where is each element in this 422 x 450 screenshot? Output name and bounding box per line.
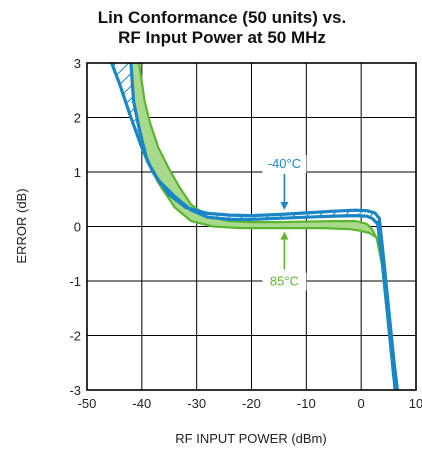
- x-tick-label: 0: [358, 396, 365, 411]
- plot-frame: [86, 62, 417, 391]
- y-tick-label: 1: [74, 165, 81, 180]
- annotation-bg-hot: [262, 272, 307, 291]
- chart-title-line2: RF Input Power at 50 MHz: [118, 28, 326, 47]
- x-tick-label: -30: [187, 396, 206, 411]
- x-tick-label: -20: [242, 396, 261, 411]
- y-tick-label: -3: [69, 383, 81, 398]
- y-tick-label: -2: [69, 329, 81, 344]
- y-tick-label: 2: [74, 111, 81, 126]
- series-line-cold-lower: [129, 63, 397, 390]
- annotation-label-hot: 85°C: [270, 274, 299, 289]
- band-fill-hot: [122, 63, 397, 390]
- x-tick-label: -10: [297, 396, 316, 411]
- annotation-arrow-head-cold: [280, 201, 289, 210]
- x-tick-label: -50: [78, 396, 97, 411]
- y-tick-label: -1: [69, 274, 81, 289]
- annotation-label-cold: -40°C: [268, 156, 301, 171]
- plot-bands: [110, 63, 399, 390]
- y-tick-labels: -3 -2 -1 0 1 2 3: [69, 56, 81, 398]
- y-axis-label: ERROR (dB): [14, 188, 29, 263]
- y-tick-label: 3: [74, 56, 81, 71]
- chart-title-line1: Lin Conformance (50 units) vs.: [98, 8, 346, 27]
- x-axis-label: RF INPUT POWER (dBm): [175, 431, 326, 446]
- annotations: -40°C 85°C: [262, 154, 307, 291]
- x-tick-labels: -50 -40 -30 -20 -10 0 10: [78, 396, 422, 411]
- annotation-arrow-head-hot: [280, 231, 289, 240]
- y-tick-label: 0: [74, 220, 81, 235]
- x-tick-label: 10: [409, 396, 422, 411]
- annotation-bg-cold: [262, 154, 307, 173]
- x-tick-label: -40: [132, 396, 151, 411]
